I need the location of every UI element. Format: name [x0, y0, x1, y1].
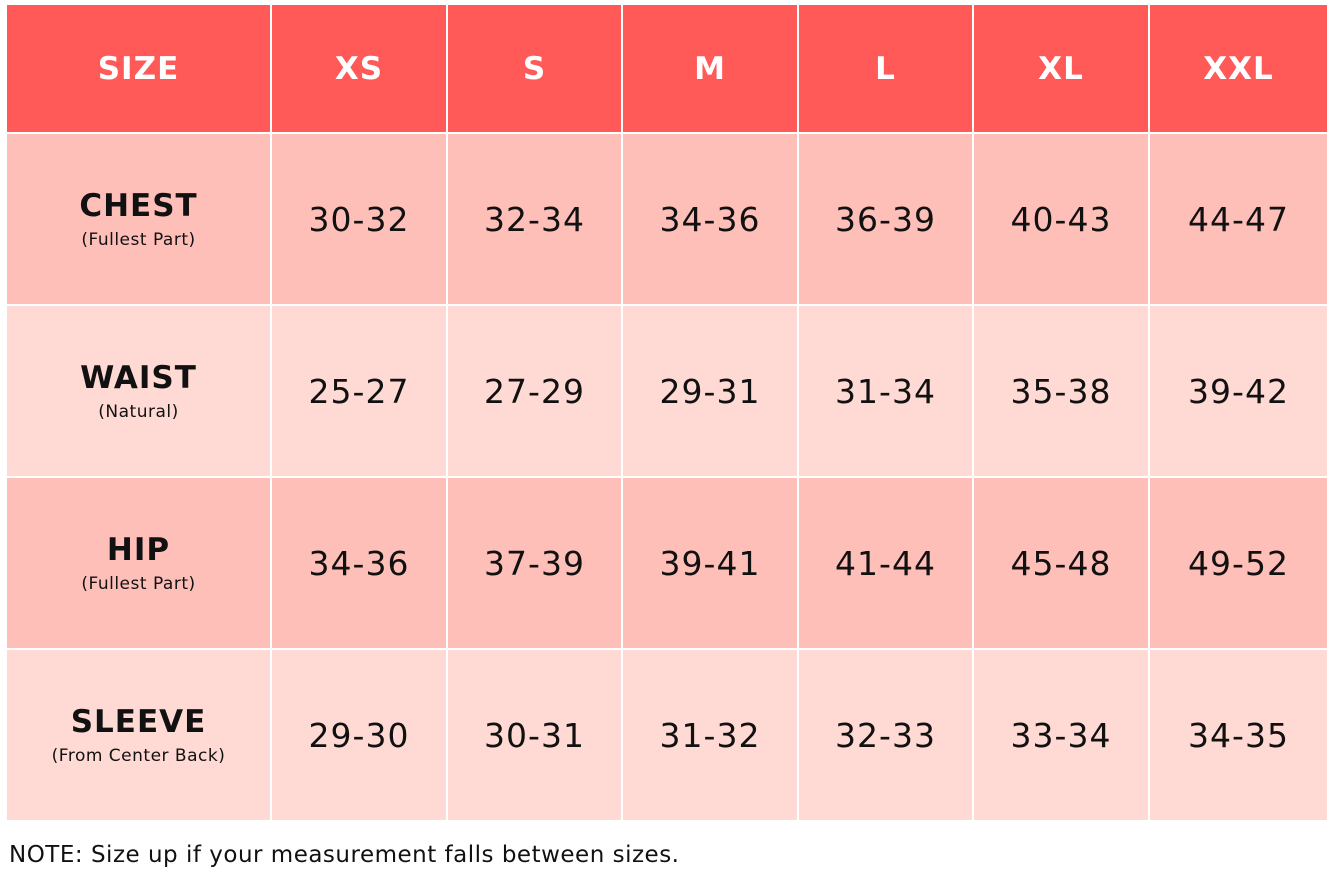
header-size: SIZE [7, 5, 270, 132]
table-cell: 40-43 [974, 134, 1148, 304]
header-size-xxl: XXL [1150, 5, 1327, 132]
size-note: NOTE: Size up if your measurement falls … [9, 842, 680, 868]
table-cell: 34-36 [623, 134, 797, 304]
header-size-xl: XL [974, 5, 1148, 132]
table-cell: 36-39 [799, 134, 972, 304]
header-size-xs: XS [272, 5, 446, 132]
table-cell: 37-39 [448, 478, 621, 648]
table-cell: 34-36 [272, 478, 446, 648]
row-label-waist: WAIST (Natural) [7, 306, 270, 476]
header-size-l: L [799, 5, 972, 132]
row-label-hip: HIP (Fullest Part) [7, 478, 270, 648]
row-label-chest: CHEST (Fullest Part) [7, 134, 270, 304]
table-cell: 32-34 [448, 134, 621, 304]
header-size-m: M [623, 5, 797, 132]
measurement-name: WAIST [80, 360, 197, 396]
table-cell: 49-52 [1150, 478, 1327, 648]
size-chart-table: SIZE XS S M L XL XXL CHEST (Fullest Part) 30-32 3… [7, 5, 1327, 820]
measurement-note: (From Center Back) [51, 746, 226, 766]
header-size-s: S [448, 5, 621, 132]
row-label-sleeve: SLEEVE (From Center Back) [7, 650, 270, 820]
table-cell: 29-30 [272, 650, 446, 820]
table-cell: 34-35 [1150, 650, 1327, 820]
measurement-note: (Fullest Part) [81, 230, 196, 250]
table-cell: 32-33 [799, 650, 972, 820]
measurement-name: HIP [106, 532, 171, 568]
table-cell: 25-27 [272, 306, 446, 476]
table-cell: 30-32 [272, 134, 446, 304]
table-cell: 39-42 [1150, 306, 1327, 476]
table-cell: 45-48 [974, 478, 1148, 648]
table-cell: 33-34 [974, 650, 1148, 820]
measurement-note: (Natural) [98, 402, 179, 422]
measurement-name: SLEEVE [70, 704, 207, 740]
table-cell: 29-31 [623, 306, 797, 476]
table-cell: 31-32 [623, 650, 797, 820]
table-cell: 30-31 [448, 650, 621, 820]
measurement-name: CHEST [79, 188, 198, 224]
measurement-note: (Fullest Part) [81, 574, 196, 594]
table-cell: 39-41 [623, 478, 797, 648]
table-cell: 27-29 [448, 306, 621, 476]
table-cell: 35-38 [974, 306, 1148, 476]
table-cell: 41-44 [799, 478, 972, 648]
table-cell: 31-34 [799, 306, 972, 476]
table-cell: 44-47 [1150, 134, 1327, 304]
